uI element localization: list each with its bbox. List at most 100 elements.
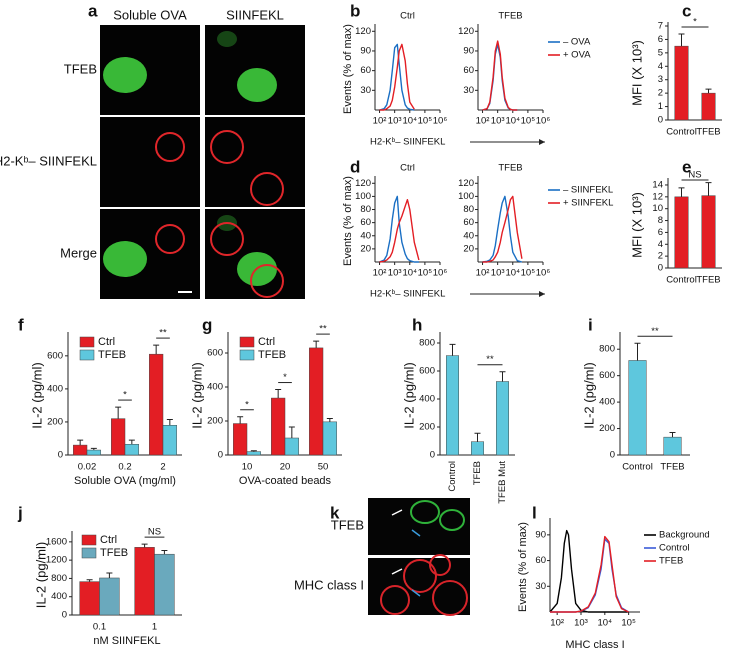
x-axis-label: H2-Kᵇ– SIINFEKL bbox=[370, 289, 445, 300]
micrograph bbox=[368, 498, 470, 555]
significance-label: ** bbox=[319, 324, 327, 335]
y-tick-label: 200 bbox=[47, 416, 63, 427]
x-tick-label: 1 bbox=[152, 622, 157, 633]
cell-red bbox=[403, 559, 437, 593]
x-tick-label: 10³ bbox=[574, 618, 588, 629]
bar bbox=[663, 436, 682, 456]
panel-letter: k bbox=[330, 503, 340, 522]
cell-red bbox=[210, 222, 244, 256]
y-tick-label: 1 bbox=[658, 101, 663, 112]
subplot-title: TFEB bbox=[498, 163, 522, 174]
x-tick-label: 10² bbox=[550, 618, 564, 629]
y-tick-label: 100 bbox=[458, 191, 474, 202]
error-bar bbox=[634, 342, 641, 361]
panel-letter: c bbox=[682, 1, 691, 20]
x-axis-label: OVA-coated beads bbox=[239, 475, 332, 487]
cell-green bbox=[103, 57, 147, 93]
legend-label: + OVA bbox=[563, 50, 591, 61]
x-tick-label: Control bbox=[666, 127, 697, 138]
error-bar bbox=[106, 572, 113, 578]
y-tick-label: 20 bbox=[360, 243, 371, 254]
x-tick-label: 10² bbox=[373, 268, 387, 279]
x-tick-label: 10⁵ bbox=[521, 116, 536, 127]
y-tick-label: 120 bbox=[355, 26, 371, 37]
bar bbox=[309, 347, 324, 456]
x-tick-label: TFEB bbox=[472, 461, 483, 485]
error-bar bbox=[499, 371, 506, 382]
x-tick-label: 10⁵ bbox=[418, 268, 433, 279]
cell-green bbox=[217, 31, 237, 47]
y-tick-label: 60 bbox=[360, 217, 371, 228]
x-axis-label: MHC class I bbox=[565, 639, 624, 651]
x-tick-label: 10⁶ bbox=[433, 116, 448, 127]
y-tick-label: 60 bbox=[360, 65, 371, 76]
bar bbox=[73, 444, 88, 456]
histogram-line bbox=[482, 195, 523, 263]
legend-label: Ctrl bbox=[258, 336, 275, 348]
y-tick-label: 40 bbox=[360, 230, 371, 241]
y-tick-label: 80 bbox=[463, 204, 474, 215]
y-tick-label: 14 bbox=[652, 179, 663, 190]
legend-label: – OVA bbox=[563, 37, 591, 48]
y-axis-label: IL-2 (pg/ml) bbox=[401, 362, 416, 428]
error-bar bbox=[669, 432, 676, 438]
x-tick-label: 10⁴ bbox=[597, 618, 612, 629]
y-tick-label: 200 bbox=[207, 416, 223, 427]
y-axis-label: Events (% of max) bbox=[342, 24, 354, 114]
cell-red bbox=[250, 172, 284, 206]
y-tick-label: 0 bbox=[62, 610, 67, 621]
bar bbox=[628, 360, 647, 456]
y-tick-label: 800 bbox=[599, 344, 615, 355]
bar bbox=[471, 441, 484, 456]
y-tick-label: 120 bbox=[458, 178, 474, 189]
x-tick-label: 10² bbox=[373, 116, 387, 127]
error-bar bbox=[153, 344, 160, 355]
y-tick-label: 800 bbox=[51, 573, 67, 584]
y-tick-label: 600 bbox=[207, 348, 223, 359]
histogram-line bbox=[482, 40, 518, 111]
panel-letter: b bbox=[350, 1, 360, 20]
y-tick-label: 6 bbox=[658, 34, 663, 45]
y-tick-label: 120 bbox=[458, 26, 474, 37]
axis-arrow-head bbox=[539, 291, 545, 297]
column-header: Soluble OVA bbox=[113, 7, 187, 22]
x-tick-label: Control bbox=[666, 275, 697, 286]
legend-swatch bbox=[81, 547, 97, 559]
y-tick-label: 60 bbox=[463, 65, 474, 76]
y-tick-label: 7 bbox=[658, 21, 663, 32]
y-tick-label: 90 bbox=[360, 45, 371, 56]
x-tick-label: 10 bbox=[242, 462, 253, 473]
histogram-line bbox=[379, 199, 420, 263]
y-tick-label: 0 bbox=[218, 450, 223, 461]
x-tick-label: 10² bbox=[476, 268, 490, 279]
error-bar bbox=[678, 33, 685, 47]
y-tick-label: 0 bbox=[658, 263, 663, 274]
x-tick-label: 10³ bbox=[491, 116, 505, 127]
bar bbox=[86, 449, 101, 456]
y-tick-label: 400 bbox=[47, 383, 63, 394]
x-axis-label: nM SIINFEKL bbox=[93, 635, 160, 647]
x-tick-label: 10³ bbox=[491, 268, 505, 279]
legend-swatch bbox=[239, 349, 255, 361]
row-label: MHC class I bbox=[294, 577, 364, 592]
x-tick-label: 10⁶ bbox=[536, 268, 551, 279]
arrow-blue bbox=[411, 529, 421, 597]
bar bbox=[284, 437, 299, 456]
y-tick-label: 800 bbox=[419, 338, 435, 349]
y-tick-label: 400 bbox=[599, 397, 615, 408]
cell-red bbox=[432, 580, 468, 616]
y-tick-label: 6 bbox=[658, 227, 663, 238]
y-tick-label: 400 bbox=[51, 591, 67, 602]
bar bbox=[99, 577, 120, 616]
bar bbox=[674, 196, 689, 269]
panel-letter: e bbox=[682, 157, 691, 176]
y-tick-label: 120 bbox=[355, 178, 371, 189]
cell-red bbox=[155, 132, 185, 162]
histogram-line bbox=[549, 529, 629, 613]
bar bbox=[154, 553, 175, 616]
x-axis-label: Soluble OVA (mg/ml) bbox=[74, 475, 176, 487]
cell-green bbox=[237, 68, 277, 102]
significance-label: NS bbox=[688, 170, 701, 181]
y-tick-label: 600 bbox=[419, 366, 435, 377]
